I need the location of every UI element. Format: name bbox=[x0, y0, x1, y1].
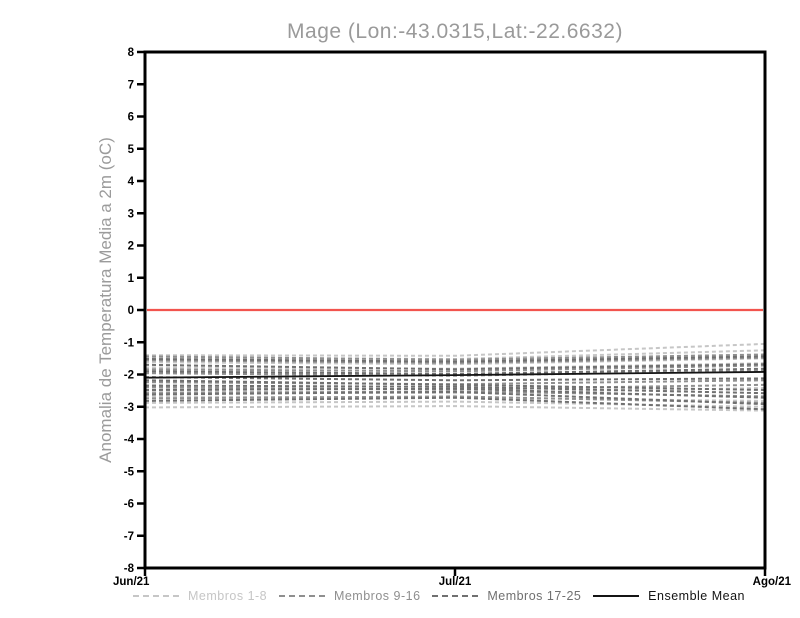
y-tick-label: 1 bbox=[128, 273, 135, 285]
ensemble-member-line bbox=[144, 356, 766, 364]
solid-line-swatch bbox=[593, 595, 640, 597]
y-tick-label: -4 bbox=[124, 434, 135, 446]
y-tick-label: 8 bbox=[128, 47, 135, 59]
dashed-line-swatch bbox=[133, 595, 179, 597]
ensemble-member-line bbox=[144, 363, 766, 371]
y-tick-label: -6 bbox=[124, 499, 134, 511]
y-tick-label: -1 bbox=[124, 337, 135, 349]
legend-item-membros-9-16: Membros 9-16 bbox=[278, 589, 421, 603]
ensemble-member-line bbox=[144, 376, 766, 382]
legend: Membros 1-8 Membros 9-16 Membros 17-25 E… bbox=[133, 587, 745, 605]
x-tick-label: Jun/21 bbox=[113, 576, 150, 588]
ensemble-member-line bbox=[144, 396, 766, 411]
ensemble-member-line bbox=[144, 355, 766, 363]
y-tick-label: 7 bbox=[128, 79, 134, 91]
chart-title: Mage (Lon:-43.0315,Lat:-22.6632) bbox=[287, 20, 623, 43]
ensemble-member-line bbox=[144, 353, 766, 361]
ensemble-member-line bbox=[144, 357, 766, 366]
ensemble-member-line bbox=[144, 405, 766, 412]
y-tick-label: -7 bbox=[124, 531, 134, 543]
legend-label: Ensemble Mean bbox=[648, 589, 745, 603]
legend-item-ensemble-mean: Ensemble Mean bbox=[593, 589, 745, 603]
dashed-line-swatch bbox=[432, 595, 479, 597]
y-tick-label: 4 bbox=[128, 176, 135, 188]
ensemble-member-line bbox=[144, 342, 766, 357]
ensemble-member-line bbox=[144, 367, 766, 375]
y-tick-label: 0 bbox=[128, 305, 134, 317]
y-tick-label: 3 bbox=[128, 208, 134, 220]
ensemble-member-line bbox=[144, 384, 766, 395]
legend-label: Membros 1-8 bbox=[188, 589, 268, 603]
y-tick-label: -8 bbox=[124, 563, 135, 575]
y-tick-label: 2 bbox=[128, 241, 134, 253]
dashed-line-swatch bbox=[278, 595, 325, 597]
legend-item-membros-17-25: Membros 17-25 bbox=[432, 589, 581, 603]
y-tick-label: 5 bbox=[128, 144, 135, 156]
ensemble-member-line bbox=[144, 395, 766, 404]
legend-label: Membros 9-16 bbox=[333, 589, 421, 603]
y-tick-label: -2 bbox=[124, 370, 134, 382]
x-tick-label: Jul/21 bbox=[439, 576, 472, 588]
legend-label: Membros 17-25 bbox=[487, 589, 582, 603]
x-tick-label: Ago/21 bbox=[753, 576, 792, 588]
ensemble-member-line bbox=[144, 400, 766, 408]
y-tick-label: -3 bbox=[124, 402, 134, 414]
ensemble-member-line bbox=[144, 387, 766, 399]
ensemble-member-line bbox=[144, 387, 766, 395]
legend-item-membros-1-8: Membros 1-8 bbox=[133, 589, 267, 603]
y-tick-label: -5 bbox=[124, 466, 135, 478]
ensemble-member-line bbox=[144, 379, 766, 391]
y-tick-label: 6 bbox=[128, 112, 134, 124]
ensemble-member-line bbox=[144, 390, 766, 406]
ensemble-member-line bbox=[144, 364, 766, 373]
ensemble-mean-line bbox=[144, 371, 766, 379]
